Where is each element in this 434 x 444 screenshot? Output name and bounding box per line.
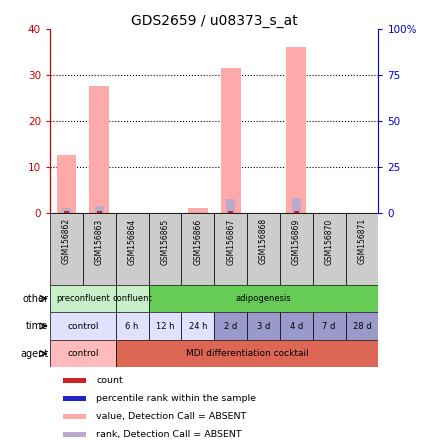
Bar	[115, 312, 148, 340]
Text: 28 d: 28 d	[352, 321, 371, 331]
Text: GSM156864: GSM156864	[127, 218, 136, 265]
Bar	[148, 285, 378, 312]
Text: confluent: confluent	[112, 294, 151, 303]
Text: count: count	[96, 376, 122, 385]
Text: 6 h: 6 h	[125, 321, 138, 331]
Text: GSM156866: GSM156866	[193, 218, 202, 265]
Text: GSM156868: GSM156868	[258, 218, 267, 265]
Bar	[187, 208, 207, 213]
Text: 7 d: 7 d	[322, 321, 335, 331]
Bar	[62, 208, 71, 213]
Bar	[63, 378, 86, 383]
Text: GSM156862: GSM156862	[62, 218, 71, 265]
Bar	[312, 213, 345, 285]
Text: control: control	[67, 321, 99, 331]
Text: 12 h: 12 h	[155, 321, 174, 331]
Text: 24 h: 24 h	[188, 321, 207, 331]
Bar	[345, 213, 378, 285]
Text: percentile rank within the sample: percentile rank within the sample	[96, 394, 256, 403]
Text: 4 d: 4 d	[289, 321, 302, 331]
Bar	[247, 213, 279, 285]
Bar	[148, 312, 181, 340]
Bar	[291, 198, 300, 213]
Text: GSM156871: GSM156871	[357, 218, 366, 265]
Text: GSM156870: GSM156870	[324, 218, 333, 265]
Title: GDS2659 / u08373_s_at: GDS2659 / u08373_s_at	[131, 14, 297, 28]
Text: value, Detection Call = ABSENT: value, Detection Call = ABSENT	[96, 412, 246, 421]
Text: MDI differentiation cocktail: MDI differentiation cocktail	[185, 349, 308, 358]
Bar	[214, 312, 247, 340]
Bar	[312, 312, 345, 340]
Bar	[345, 312, 378, 340]
Bar	[181, 213, 214, 285]
Bar	[95, 206, 103, 213]
Bar	[181, 312, 214, 340]
Bar	[64, 211, 69, 213]
Bar	[89, 86, 109, 213]
Bar	[63, 414, 86, 419]
Bar	[214, 213, 247, 285]
Text: GSM156867: GSM156867	[226, 218, 235, 265]
Text: time: time	[26, 321, 48, 331]
Bar	[247, 312, 279, 340]
Text: rank, Detection Call = ABSENT: rank, Detection Call = ABSENT	[96, 430, 241, 439]
Text: agent: agent	[20, 349, 48, 359]
Bar	[56, 155, 76, 213]
Bar	[115, 285, 148, 312]
Bar	[50, 340, 115, 367]
Bar	[228, 211, 233, 213]
Bar	[63, 432, 86, 437]
Bar	[50, 213, 82, 285]
Text: preconfluent: preconfluent	[56, 294, 109, 303]
Text: adipogenesis: adipogenesis	[235, 294, 291, 303]
Text: GSM156863: GSM156863	[95, 218, 104, 265]
Bar	[226, 199, 234, 213]
Text: control: control	[67, 349, 99, 358]
Bar	[220, 68, 240, 213]
Bar	[286, 47, 306, 213]
Bar	[63, 396, 86, 401]
Bar	[97, 211, 102, 213]
Bar	[115, 213, 148, 285]
Bar	[50, 312, 115, 340]
Bar	[148, 213, 181, 285]
Bar	[50, 285, 115, 312]
Text: GSM156865: GSM156865	[160, 218, 169, 265]
Text: 2 d: 2 d	[224, 321, 237, 331]
Bar	[279, 213, 312, 285]
Text: 3 d: 3 d	[256, 321, 270, 331]
Text: other: other	[22, 293, 48, 304]
Bar	[293, 211, 298, 213]
Bar	[82, 213, 115, 285]
Bar	[279, 312, 312, 340]
Bar	[115, 340, 378, 367]
Text: GSM156869: GSM156869	[291, 218, 300, 265]
